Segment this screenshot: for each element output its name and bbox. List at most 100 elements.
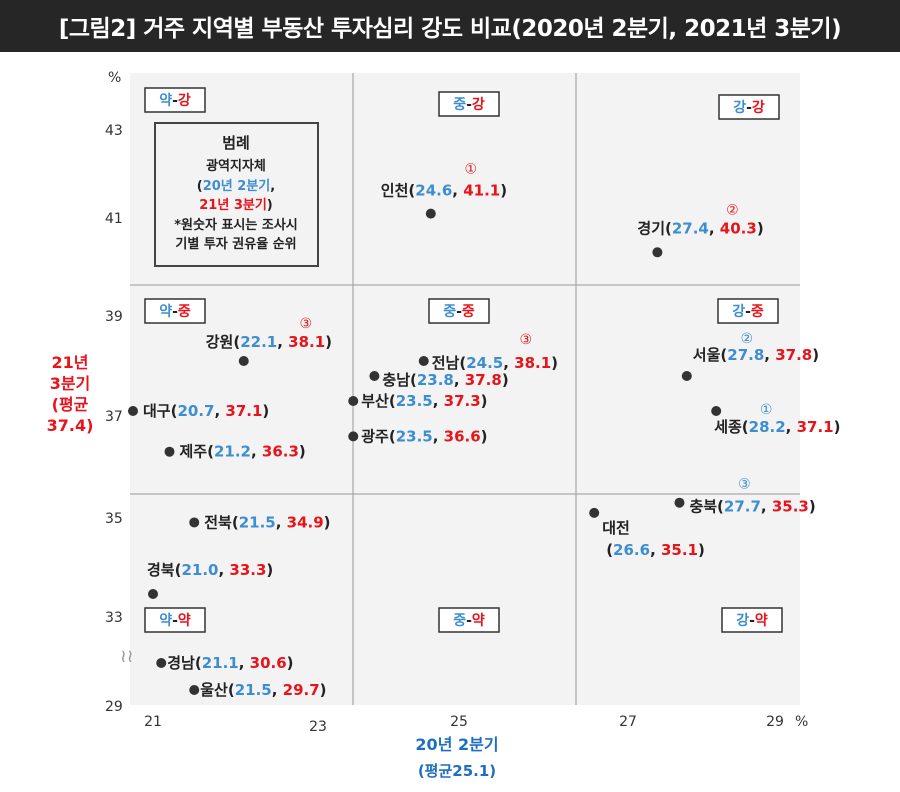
x-unit: % <box>795 714 808 730</box>
data-point: 광주(23.5, 36.6) <box>348 427 488 445</box>
quadrant-label: 약-약 <box>144 607 206 633</box>
quadrant-y-level: 강 <box>178 92 191 109</box>
point-marker <box>418 356 429 366</box>
data-point: 울산(21.5, 29.7) <box>189 681 327 699</box>
point-label: 광주(23.5, 36.6) <box>361 427 487 445</box>
x-tick-label: 25 <box>450 714 468 730</box>
point-marker <box>711 406 722 416</box>
y-axis-label: 21년 3분기 (평균 37.4) <box>47 353 94 435</box>
quadrant-y-level: 중 <box>751 304 764 320</box>
point-label: 경남(21.1, 30.6) <box>167 654 293 672</box>
y-tick-label: 43 <box>105 123 123 139</box>
data-point: 세종(28.2, 37.1)① <box>711 402 840 436</box>
quadrant-label: 약-강 <box>144 87 206 113</box>
point-label: 경기(27.4, 40.3) <box>637 219 763 237</box>
x-tick-label: 29 <box>766 714 784 730</box>
svg-text:강-강: 강-강 <box>733 99 765 116</box>
legend-title: 범례 <box>222 134 250 152</box>
quadrant-x-level: 약 <box>159 92 172 109</box>
point-marker <box>164 446 175 457</box>
quadrant-label: 강-중 <box>717 298 779 324</box>
point-label: 세종(28.2, 37.1) <box>714 418 840 436</box>
x-tick-label: 23 <box>309 719 327 735</box>
quadrant-sep: - <box>746 100 752 116</box>
legend: 범례 광역지자체 (20년 2분기, 21년 3분기) *원숫자 표시는 조사시… <box>154 122 319 267</box>
legend-paren-close: ) <box>267 198 273 213</box>
svg-text:중-강: 중-강 <box>453 96 485 113</box>
legend-line4: *원숫자 표시는 조사시 <box>174 217 298 233</box>
rank-marker: ③ <box>519 332 532 348</box>
quadrant-y-level: 중 <box>178 304 191 320</box>
quadrant-x-level: 중 <box>453 613 466 629</box>
data-point: 충북(27.7, 35.3) ③ <box>674 477 816 516</box>
quadrant-x-level: 강 <box>736 612 749 629</box>
quadrant-label: 강-약 <box>721 607 783 633</box>
point-marker <box>148 589 158 599</box>
rank-marker: ② <box>726 202 739 218</box>
quadrant-label: 중-약 <box>438 607 500 633</box>
quadrant-x-level: 약 <box>159 303 172 320</box>
point-marker <box>348 396 359 406</box>
quadrant-label: 중-중 <box>428 298 490 324</box>
point-label: 부산(23.5, 37.3) <box>361 392 487 410</box>
data-point: 강원(22.1, 38.1)③ <box>206 316 332 366</box>
y-tick-label: 39 <box>105 309 123 325</box>
y-tick-label: 37 <box>105 409 123 425</box>
legend-line2: (20년 2분기, <box>197 179 275 194</box>
legend-series-2020: 20년 2분기 <box>203 179 271 194</box>
data-point: 인천(24.6, 41.1) ① <box>381 162 507 219</box>
quadrant-y-level: 약 <box>472 612 485 629</box>
quadrant-sep: - <box>172 304 178 320</box>
svg-text:약-중: 약-중 <box>159 303 191 320</box>
y-tick-label: 33 <box>105 610 123 626</box>
svg-text:약-약: 약-약 <box>159 612 191 629</box>
data-point: 서울(27.8, 37.8)② <box>681 331 819 381</box>
legend-line1: 광역지자체 <box>206 158 266 174</box>
rank-marker: ② <box>741 331 754 347</box>
point-marker <box>189 517 200 528</box>
quadrant-sep: - <box>745 304 751 320</box>
legend-series-2021: 21년 3분기 <box>199 198 267 213</box>
point-label: 전남(24.5, 38.1) <box>432 354 558 372</box>
quadrant-sep: - <box>466 97 472 113</box>
data-point: 제주(21.2, 36.3) <box>164 443 306 461</box>
svg-text:강-약: 강-약 <box>736 612 768 629</box>
quadrant-y-level: 약 <box>755 612 768 629</box>
rank-marker: ③ <box>299 316 312 332</box>
quadrant-sep: - <box>456 304 462 320</box>
point-label: 인천(24.6, 41.1) <box>381 182 507 200</box>
point-marker <box>128 406 138 416</box>
data-point: 대구(20.7, 37.1) <box>128 402 269 420</box>
data-point: 경기(27.4, 40.3)② <box>637 202 764 258</box>
point-label: 전북(21.5, 34.9) <box>204 513 330 531</box>
rank-marker: ③ <box>738 477 751 493</box>
data-point: 경북(21.0, 33.3) <box>147 561 273 599</box>
point-marker <box>652 247 663 258</box>
quadrant-sep: - <box>749 613 755 629</box>
legend-line5: 기별 투자 권유율 순위 <box>175 236 296 252</box>
y-axis-label-line: (평균 <box>52 395 89 414</box>
point-marker <box>369 371 380 381</box>
quadrant-label: 약-중 <box>144 298 206 324</box>
data-point: 경남(21.1, 30.6) <box>156 654 294 672</box>
quadrant-label: 중-강 <box>438 91 500 117</box>
axis-break: ≀≀ <box>120 646 134 667</box>
y-axis-label-line: 3분기 <box>50 374 91 393</box>
quadrant-x-level: 강 <box>733 99 746 116</box>
quadrant-y-level: 중 <box>462 304 475 320</box>
data-point: 대전 (26.6, 35.1) <box>589 507 705 559</box>
point-label: 충북(27.7, 35.3) <box>689 498 815 516</box>
point-marker <box>425 208 436 219</box>
x-tick-label: 21 <box>144 714 162 730</box>
point-label: 충남(23.8, 37.8) <box>382 371 508 389</box>
legend-line3: 21년 3분기) <box>199 198 273 213</box>
svg-text:중-약: 중-약 <box>453 612 485 629</box>
y-axis-label-line: 37.4) <box>47 416 94 435</box>
quadrant-y-level: 약 <box>178 612 191 629</box>
point-label: 대전 <box>602 519 630 537</box>
quadrant-y-level: 강 <box>752 99 765 116</box>
rank-marker: ① <box>465 162 478 178</box>
legend-sep: , <box>270 179 275 194</box>
point-marker <box>348 431 359 442</box>
